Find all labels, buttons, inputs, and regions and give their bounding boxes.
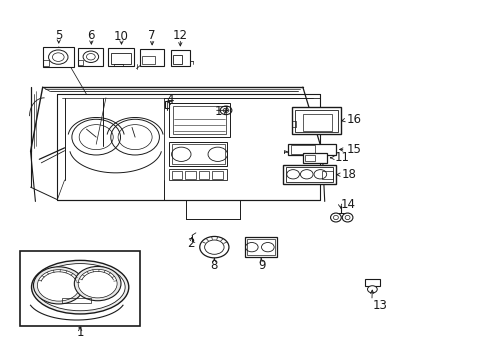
- Bar: [172, 55, 182, 64]
- Text: 11: 11: [334, 151, 349, 165]
- Text: 13: 13: [372, 298, 386, 311]
- Text: 10: 10: [114, 30, 129, 42]
- Bar: [142, 57, 154, 64]
- Bar: [287, 144, 335, 155]
- Bar: [322, 171, 332, 179]
- Bar: [169, 169, 227, 180]
- Text: 5: 5: [55, 29, 62, 42]
- Bar: [245, 237, 277, 257]
- Bar: [169, 103, 229, 137]
- Bar: [302, 153, 326, 163]
- Bar: [212, 171, 223, 179]
- Text: 12: 12: [172, 29, 187, 42]
- Bar: [302, 113, 331, 131]
- Bar: [108, 48, 133, 66]
- Circle shape: [83, 51, 99, 63]
- Bar: [42, 60, 48, 66]
- Circle shape: [367, 286, 376, 293]
- Text: 16: 16: [346, 113, 361, 126]
- Bar: [171, 171, 182, 179]
- Text: 18: 18: [341, 168, 356, 181]
- Text: 1: 1: [76, 327, 84, 339]
- Text: 2: 2: [187, 237, 194, 250]
- Circle shape: [33, 267, 84, 304]
- Text: 17: 17: [214, 105, 229, 118]
- Bar: [165, 102, 169, 108]
- Bar: [78, 60, 83, 65]
- Bar: [62, 298, 91, 303]
- Text: 7: 7: [148, 29, 156, 42]
- Ellipse shape: [35, 264, 125, 311]
- Text: 6: 6: [87, 29, 95, 42]
- Bar: [20, 251, 140, 327]
- Circle shape: [78, 269, 117, 298]
- Text: 9: 9: [257, 258, 264, 271]
- Bar: [291, 108, 340, 134]
- Bar: [42, 47, 74, 67]
- Text: 8: 8: [210, 258, 218, 271]
- Bar: [290, 145, 314, 154]
- Bar: [199, 171, 209, 179]
- Bar: [365, 279, 379, 287]
- Bar: [285, 167, 333, 182]
- Bar: [140, 49, 164, 66]
- Circle shape: [48, 50, 68, 64]
- Text: 4: 4: [166, 93, 174, 106]
- Bar: [114, 64, 122, 66]
- Bar: [172, 107, 225, 134]
- Bar: [170, 50, 190, 66]
- Text: 3: 3: [26, 291, 33, 304]
- Ellipse shape: [330, 213, 341, 222]
- Bar: [294, 110, 338, 132]
- Bar: [283, 165, 335, 184]
- Bar: [111, 53, 131, 64]
- Ellipse shape: [342, 213, 352, 222]
- Circle shape: [200, 237, 228, 258]
- Bar: [169, 143, 227, 166]
- Bar: [171, 144, 224, 164]
- Circle shape: [37, 270, 80, 301]
- Bar: [78, 48, 103, 66]
- Bar: [185, 171, 196, 179]
- Text: 15: 15: [346, 143, 361, 156]
- Bar: [291, 121, 295, 127]
- Circle shape: [74, 266, 121, 301]
- Bar: [305, 155, 314, 161]
- Bar: [247, 239, 275, 255]
- Text: 14: 14: [340, 198, 355, 211]
- Ellipse shape: [31, 260, 128, 314]
